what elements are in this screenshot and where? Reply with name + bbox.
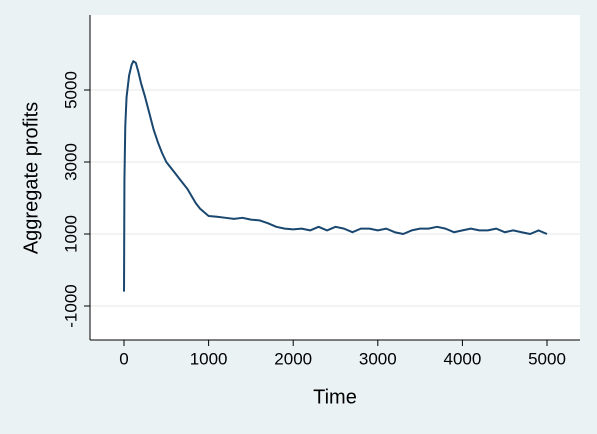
x-tick-label: 2000 — [274, 349, 312, 368]
data-line — [123, 60, 548, 292]
plot-area — [90, 15, 580, 340]
y-tick-label: 3000 — [61, 143, 80, 181]
x-tick-label: 0 — [119, 349, 128, 368]
x-tick-label: 4000 — [443, 349, 481, 368]
y-tick-label: -1000 — [61, 284, 80, 327]
y-tick-label: 5000 — [61, 71, 80, 109]
y-axis-label: Aggregate profits — [20, 102, 42, 254]
x-tick-label: 1000 — [190, 349, 228, 368]
y-tick-label: 1000 — [61, 215, 80, 253]
x-tick-label: 3000 — [359, 349, 397, 368]
x-tick-label: 5000 — [528, 349, 566, 368]
x-axis-label: Time — [313, 386, 357, 408]
